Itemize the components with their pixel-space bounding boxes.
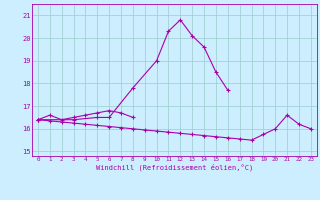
X-axis label: Windchill (Refroidissement éolien,°C): Windchill (Refroidissement éolien,°C) bbox=[96, 164, 253, 171]
